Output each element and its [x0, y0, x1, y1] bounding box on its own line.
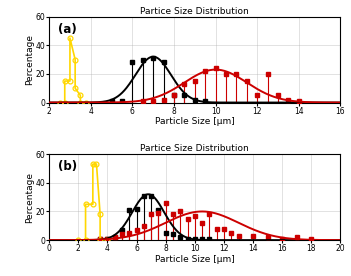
Y-axis label: Percentage: Percentage: [25, 34, 34, 85]
Y-axis label: Percentage: Percentage: [25, 172, 34, 223]
X-axis label: Particle Size [μm]: Particle Size [μm]: [155, 255, 235, 264]
Title: Partice Size Distribution: Partice Size Distribution: [140, 144, 249, 153]
X-axis label: Particle Size [μm]: Particle Size [μm]: [155, 117, 235, 126]
Text: (b): (b): [58, 160, 77, 173]
Title: Partice Size Distribution: Partice Size Distribution: [140, 7, 249, 16]
Text: (a): (a): [58, 23, 77, 36]
